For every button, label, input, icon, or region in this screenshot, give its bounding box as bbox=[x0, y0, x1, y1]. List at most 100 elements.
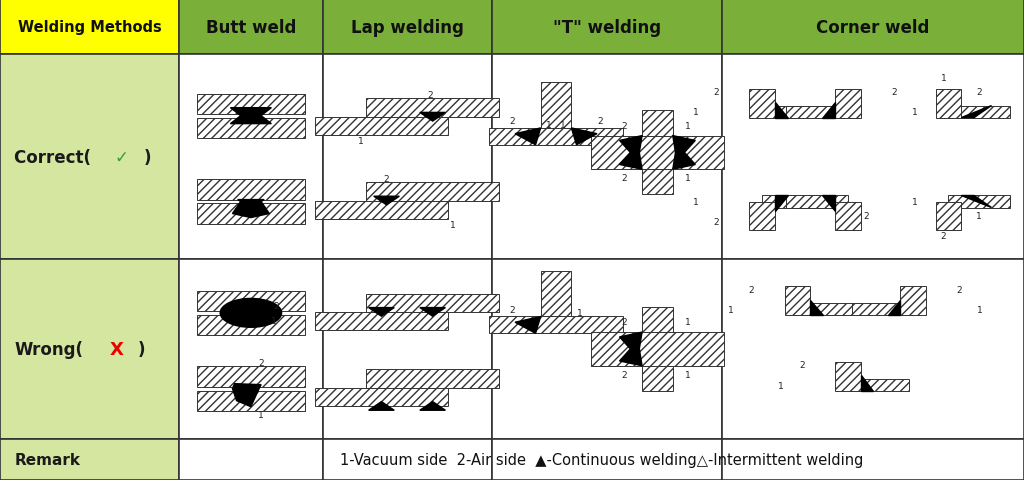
Bar bbox=[197, 367, 305, 387]
Bar bbox=[642, 170, 673, 195]
Bar bbox=[786, 196, 848, 208]
Text: 2: 2 bbox=[863, 212, 869, 221]
Text: 1: 1 bbox=[270, 316, 276, 325]
Bar bbox=[315, 312, 449, 331]
Polygon shape bbox=[775, 103, 787, 119]
Text: 1: 1 bbox=[685, 121, 691, 130]
Polygon shape bbox=[775, 196, 787, 212]
Polygon shape bbox=[232, 384, 261, 407]
Text: 1: 1 bbox=[685, 317, 691, 326]
Bar bbox=[900, 287, 926, 316]
Bar bbox=[179, 259, 323, 439]
Bar bbox=[197, 391, 305, 411]
Bar bbox=[179, 439, 323, 480]
Bar bbox=[0, 55, 179, 259]
Bar bbox=[489, 317, 623, 334]
Bar bbox=[315, 118, 449, 136]
Polygon shape bbox=[620, 136, 642, 161]
Text: 2: 2 bbox=[622, 370, 628, 379]
Bar bbox=[848, 379, 909, 391]
Text: 1: 1 bbox=[685, 370, 691, 379]
Text: 1: 1 bbox=[258, 410, 264, 419]
Bar bbox=[0, 439, 179, 480]
Text: 2: 2 bbox=[509, 117, 515, 126]
Bar bbox=[179, 0, 323, 55]
Bar bbox=[936, 89, 962, 119]
Text: 2: 2 bbox=[428, 91, 433, 100]
Text: ✓: ✓ bbox=[115, 148, 129, 166]
Text: Remark: Remark bbox=[14, 452, 80, 467]
Polygon shape bbox=[962, 107, 991, 119]
Text: 2: 2 bbox=[714, 88, 719, 96]
Bar bbox=[489, 129, 623, 145]
Bar bbox=[948, 106, 1010, 119]
Polygon shape bbox=[369, 402, 394, 410]
Text: 1: 1 bbox=[693, 108, 698, 117]
Text: 2: 2 bbox=[941, 231, 946, 240]
Bar bbox=[323, 259, 492, 439]
Text: 2: 2 bbox=[799, 360, 805, 370]
Bar bbox=[315, 388, 449, 406]
Text: Wrong(: Wrong( bbox=[14, 340, 83, 358]
Polygon shape bbox=[860, 375, 873, 391]
Text: Correct(: Correct( bbox=[14, 148, 97, 166]
Text: Butt weld: Butt weld bbox=[206, 19, 296, 36]
Bar bbox=[798, 303, 859, 316]
Bar bbox=[492, 439, 722, 480]
Polygon shape bbox=[420, 402, 445, 410]
Bar bbox=[750, 89, 775, 119]
Text: 2: 2 bbox=[622, 317, 628, 326]
Polygon shape bbox=[515, 129, 541, 145]
Bar bbox=[835, 362, 860, 391]
Polygon shape bbox=[620, 341, 642, 366]
Text: Lap welding: Lap welding bbox=[350, 19, 464, 36]
Polygon shape bbox=[420, 113, 445, 122]
Bar bbox=[197, 180, 305, 200]
Polygon shape bbox=[888, 300, 900, 316]
Text: 1: 1 bbox=[577, 309, 583, 317]
Bar bbox=[722, 55, 1024, 259]
Text: 2: 2 bbox=[258, 359, 264, 367]
Bar bbox=[835, 89, 860, 119]
Bar bbox=[323, 0, 492, 55]
Text: 2: 2 bbox=[622, 121, 628, 130]
Bar bbox=[591, 136, 724, 170]
Polygon shape bbox=[620, 333, 642, 358]
Bar bbox=[492, 55, 722, 259]
Bar bbox=[591, 333, 724, 366]
Polygon shape bbox=[374, 197, 399, 205]
Text: 1: 1 bbox=[977, 305, 983, 314]
Text: 1: 1 bbox=[778, 381, 784, 390]
Bar bbox=[197, 315, 305, 335]
Bar bbox=[541, 271, 571, 317]
Text: 1: 1 bbox=[911, 198, 918, 206]
Text: 1: 1 bbox=[693, 198, 698, 206]
Polygon shape bbox=[571, 129, 597, 145]
Bar bbox=[784, 287, 810, 316]
Text: 1: 1 bbox=[546, 120, 552, 129]
Text: 2: 2 bbox=[891, 88, 897, 96]
Text: 1: 1 bbox=[976, 212, 982, 221]
Text: 2: 2 bbox=[273, 301, 280, 311]
Text: 2: 2 bbox=[384, 175, 389, 183]
Polygon shape bbox=[620, 145, 642, 170]
Polygon shape bbox=[230, 108, 271, 124]
Ellipse shape bbox=[220, 299, 282, 328]
Bar bbox=[786, 106, 848, 119]
Bar bbox=[642, 366, 673, 391]
Text: 2: 2 bbox=[509, 305, 515, 314]
Text: ): ) bbox=[143, 148, 151, 166]
Bar bbox=[762, 106, 823, 119]
Bar bbox=[642, 307, 673, 333]
Bar bbox=[936, 202, 962, 231]
Text: Corner weld: Corner weld bbox=[816, 19, 930, 36]
Bar bbox=[492, 0, 722, 55]
Bar bbox=[197, 291, 305, 312]
Bar bbox=[722, 439, 1024, 480]
Text: "T" welding: "T" welding bbox=[553, 19, 660, 36]
Text: ): ) bbox=[138, 340, 145, 358]
Text: 2: 2 bbox=[714, 218, 719, 227]
Text: 2: 2 bbox=[749, 285, 754, 294]
Polygon shape bbox=[810, 300, 823, 316]
Text: 1: 1 bbox=[358, 137, 364, 146]
